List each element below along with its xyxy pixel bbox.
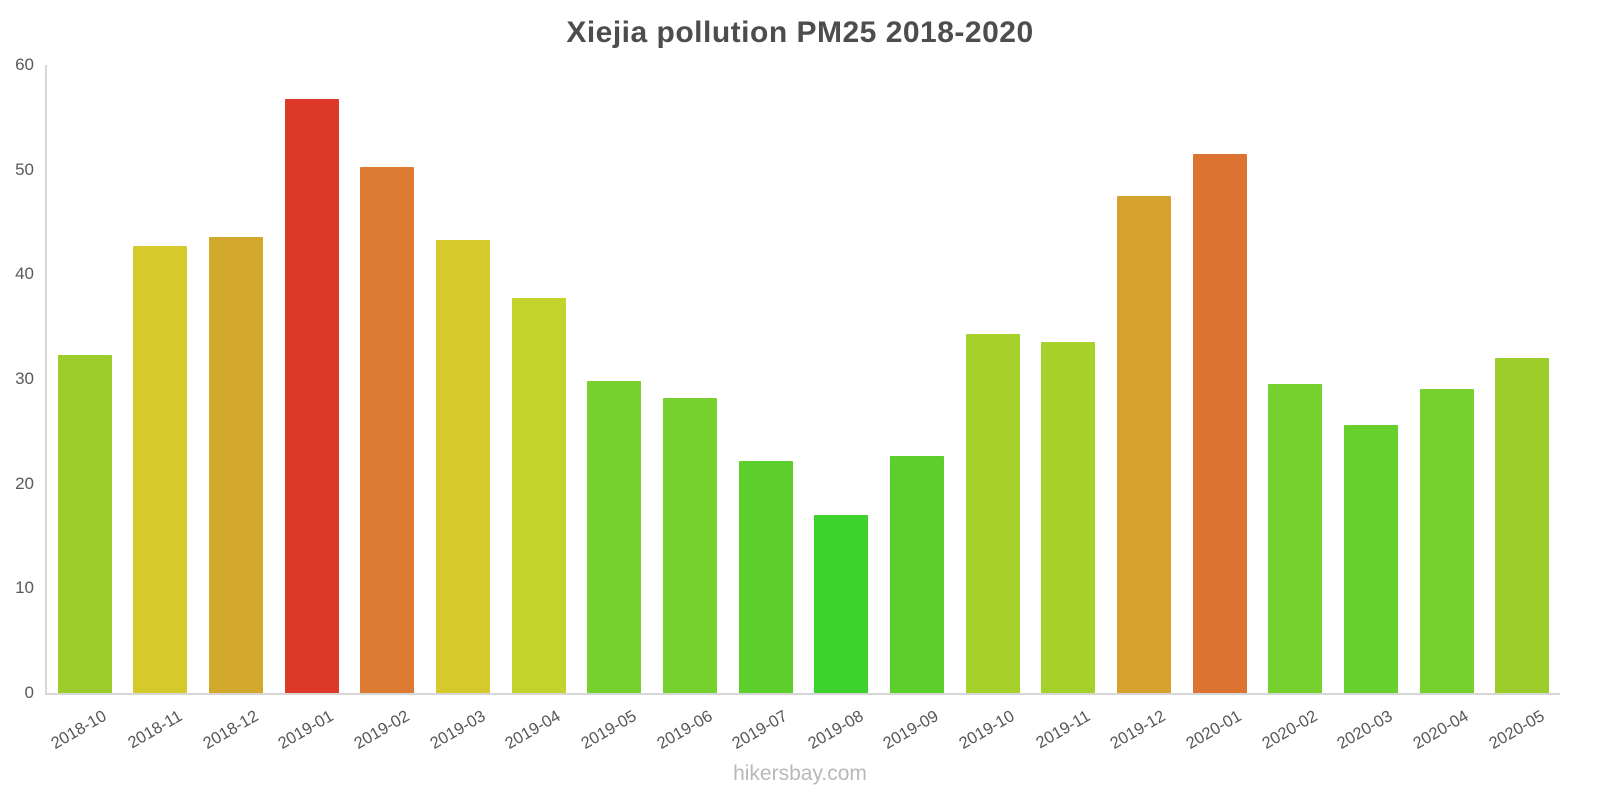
bar-2020-03[interactable] bbox=[1343, 425, 1398, 693]
bar-2019-06[interactable] bbox=[663, 397, 718, 693]
bars-container: 2018-10 2018-11 2018-12 2019-01 2019-02 2019-… bbox=[47, 65, 1560, 753]
bar-slot: 2019-11 bbox=[1031, 65, 1107, 752]
bar-2020-05[interactable] bbox=[1495, 358, 1550, 693]
bar-2019-03[interactable] bbox=[436, 239, 491, 693]
x-tick-label: 2019-05 bbox=[577, 707, 640, 753]
x-tick-label: 2018-12 bbox=[199, 707, 262, 753]
chart-title: Xiejia pollution PM25 2018-2020 bbox=[566, 16, 1034, 49]
bar-2019-02[interactable] bbox=[360, 166, 415, 693]
x-tick-label: 2019-12 bbox=[1107, 707, 1170, 753]
x-tick-label: 2020-02 bbox=[1258, 707, 1321, 753]
x-tick-label: 2018-10 bbox=[48, 707, 110, 753]
x-tick-label: 2019-04 bbox=[502, 707, 564, 753]
y-tick-label: 0 bbox=[24, 683, 34, 702]
x-tick-label: 2020-01 bbox=[1183, 707, 1245, 753]
bar-2019-08[interactable] bbox=[814, 515, 869, 693]
x-tick-label: 2020-04 bbox=[1410, 707, 1472, 753]
bar-2018-11[interactable] bbox=[133, 246, 188, 693]
watermark: hikersbay.com bbox=[733, 762, 867, 785]
bar-slot: 2019-06 bbox=[652, 65, 728, 753]
bar-2020-04[interactable] bbox=[1419, 389, 1474, 693]
x-tick-label: 2020-05 bbox=[1485, 707, 1548, 753]
x-tick-label: 2019-09 bbox=[880, 707, 943, 753]
x-tick-label: 2019-06 bbox=[653, 707, 716, 753]
x-tick-label: 2019-11 bbox=[1032, 707, 1094, 753]
bar-slot: 2020-01 bbox=[1182, 65, 1258, 753]
x-tick-label: 2019-08 bbox=[804, 707, 867, 753]
bar-slot: 2019-04 bbox=[501, 65, 577, 753]
x-tick-label: 2019-07 bbox=[729, 707, 791, 753]
y-tick-label: 10 bbox=[15, 578, 34, 598]
bar-slot: 2019-07 bbox=[728, 65, 804, 753]
bar-2019-04[interactable] bbox=[511, 298, 566, 693]
bar-slot: 2019-02 bbox=[350, 65, 426, 753]
bar-slot: 2020-03 bbox=[1333, 65, 1409, 753]
x-tick-label: 2020-03 bbox=[1334, 707, 1396, 753]
bar-slot: 2019-05 bbox=[577, 65, 653, 753]
bar-slot: 2018-11 bbox=[123, 65, 199, 752]
x-tick-label: 2019-01 bbox=[275, 707, 337, 753]
plot-area: 0 10 20 30 40 50 60 2018-10 2018-11 2018-12 2019-… bbox=[15, 55, 1560, 753]
bar-2019-05[interactable] bbox=[587, 381, 642, 693]
y-tick-label: 60 bbox=[15, 55, 34, 74]
bar-2019-11[interactable] bbox=[1041, 342, 1096, 693]
y-tick-label: 50 bbox=[15, 159, 34, 179]
bar-slot: 2019-03 bbox=[425, 65, 501, 753]
bar-2020-02[interactable] bbox=[1268, 384, 1323, 693]
y-tick-label: 20 bbox=[15, 473, 34, 493]
y-axis: 0 10 20 30 40 50 60 bbox=[2, 55, 40, 702]
bar-2019-07[interactable] bbox=[738, 460, 793, 693]
x-tick-label: 2019-02 bbox=[351, 707, 413, 753]
bar-slot: 2019-10 bbox=[955, 65, 1031, 753]
bar-2018-10[interactable] bbox=[57, 354, 112, 693]
bar-slot: 2019-08 bbox=[804, 65, 880, 753]
bar-slot: 2018-10 bbox=[47, 65, 123, 753]
bar-slot: 2020-05 bbox=[1484, 65, 1560, 753]
bar-2019-01[interactable] bbox=[284, 98, 339, 693]
x-tick-label: 2019-03 bbox=[426, 707, 489, 753]
bar-2020-01[interactable] bbox=[1192, 153, 1247, 693]
x-tick-label: 2019-10 bbox=[956, 707, 1018, 753]
bar-slot: 2019-09 bbox=[879, 65, 955, 753]
bar-slot: 2019-01 bbox=[274, 65, 350, 753]
bar-slot: 2020-04 bbox=[1409, 65, 1485, 753]
bar-2019-10[interactable] bbox=[965, 334, 1020, 693]
x-tick-label: 2018-11 bbox=[125, 707, 186, 753]
bar-2019-12[interactable] bbox=[1117, 195, 1172, 693]
y-tick-label: 40 bbox=[15, 264, 34, 284]
bar-slot: 2018-12 bbox=[198, 65, 274, 753]
bar-2019-09[interactable] bbox=[890, 456, 945, 693]
bar-slot: 2019-12 bbox=[1106, 65, 1182, 753]
bar-2018-12[interactable] bbox=[209, 236, 264, 693]
y-tick-label: 30 bbox=[15, 369, 34, 388]
bar-slot: 2020-02 bbox=[1258, 65, 1334, 753]
